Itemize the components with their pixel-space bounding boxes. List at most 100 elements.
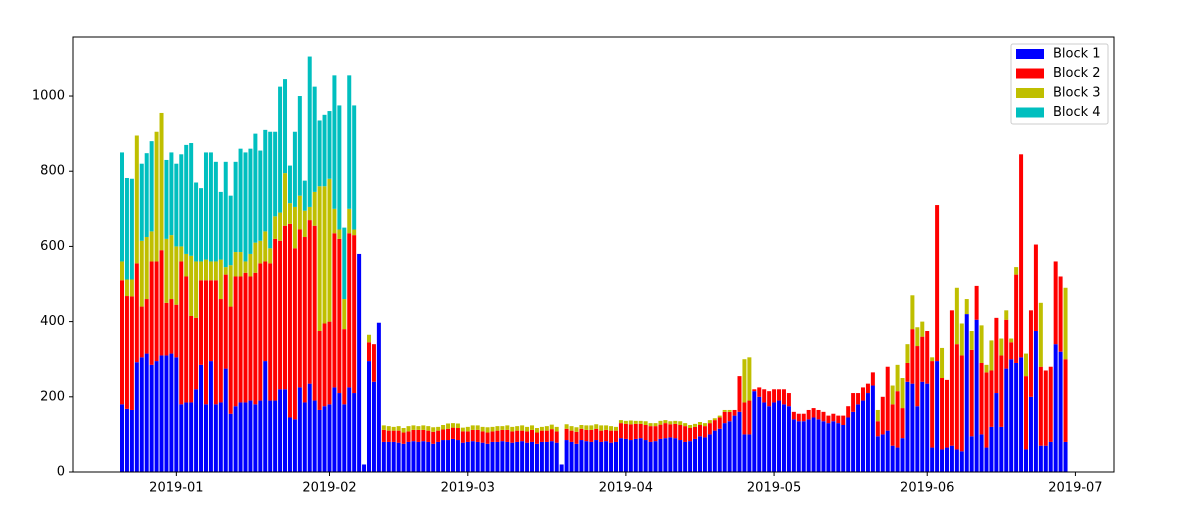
bar-segment	[747, 434, 752, 472]
bar-segment	[332, 387, 337, 472]
bar-segment	[194, 389, 199, 472]
bar-segment	[722, 423, 727, 472]
bar-segment	[327, 404, 332, 472]
bar-segment	[302, 210, 307, 238]
bar-segment	[633, 438, 638, 472]
bar-segment	[273, 216, 278, 239]
bar-segment	[717, 417, 722, 429]
bar-segment	[475, 425, 480, 430]
bar-segment	[609, 430, 614, 443]
bar-segment	[342, 299, 347, 330]
bar-segment	[594, 424, 599, 429]
bar-segment	[940, 449, 945, 472]
bar-segment	[248, 148, 253, 254]
bar-segment	[1028, 310, 1033, 397]
bar-segment	[223, 161, 228, 268]
bar-segment	[618, 423, 623, 439]
bar-segment	[890, 385, 895, 405]
bar-segment	[446, 428, 451, 441]
bar-segment	[861, 387, 865, 401]
bar-segment	[609, 442, 614, 472]
bar-segment	[124, 296, 129, 409]
bar-segment	[994, 317, 999, 394]
bar-segment	[485, 443, 490, 472]
bar-segment	[757, 387, 762, 397]
bar-segment	[218, 299, 223, 403]
bar-segment	[688, 425, 693, 429]
bar-segment	[342, 329, 347, 405]
bar-segment	[574, 427, 579, 432]
bar-segment	[930, 447, 935, 472]
bar-segment	[347, 233, 352, 388]
bar-segment	[885, 430, 890, 472]
bar-segment	[935, 361, 940, 472]
bar-segment	[490, 426, 495, 432]
bar-segment	[396, 426, 401, 431]
bar-segment	[989, 340, 994, 371]
bar-segment	[317, 409, 322, 472]
bar-segment	[910, 295, 915, 330]
bar-segment	[658, 424, 663, 439]
bar-segment	[322, 406, 327, 472]
bar-segment	[678, 421, 683, 426]
bar-segment	[890, 445, 895, 472]
bar-segment	[915, 406, 920, 472]
bar-segment	[1033, 244, 1038, 332]
bar-segment	[544, 441, 549, 472]
bar-segment	[505, 425, 510, 430]
bar-segment	[643, 421, 648, 426]
y-tick-label: 600	[40, 239, 65, 254]
x-tick-label: 2019-02	[302, 481, 356, 496]
bar-segment	[292, 206, 297, 249]
bar-segment	[979, 434, 984, 472]
bar-segment	[747, 357, 752, 401]
bar-segment	[1014, 362, 1019, 472]
bar-segment	[623, 438, 628, 472]
bar-segment	[920, 336, 925, 382]
bar-segment	[352, 229, 357, 236]
bar-segment	[614, 441, 618, 472]
bar-segment	[544, 430, 549, 442]
bar-segment	[707, 423, 712, 435]
bar-segment	[287, 165, 292, 204]
bar-segment	[213, 161, 218, 262]
bar-segment	[139, 240, 144, 307]
bar-segment	[623, 423, 628, 439]
bar-segment	[865, 393, 870, 472]
bar-segment	[767, 406, 772, 472]
bar-segment	[213, 280, 218, 405]
bar-segment	[233, 406, 238, 472]
bar-segment	[609, 426, 614, 431]
bar-segment	[1024, 353, 1029, 377]
bar-segment	[189, 315, 194, 403]
bar-segment	[539, 441, 544, 472]
bar-segment	[248, 276, 253, 401]
bar-segment	[569, 430, 574, 442]
bar-segment	[120, 404, 124, 472]
bar-segment	[811, 408, 816, 418]
bar-segment	[426, 430, 431, 442]
bar-segment	[653, 426, 658, 442]
bar-segment	[717, 415, 722, 418]
bar-segment	[1033, 331, 1038, 472]
bar-segment	[401, 432, 406, 444]
bar-segment	[994, 393, 999, 472]
bar-segment	[727, 421, 732, 472]
bar-segment	[697, 436, 702, 472]
bar-segment	[693, 438, 698, 472]
bar-segment	[841, 425, 846, 472]
bar-segment	[801, 421, 806, 472]
bar-segment	[124, 408, 129, 472]
bar-segment	[910, 329, 915, 384]
bar-segment	[223, 267, 228, 275]
bar-segment	[777, 389, 782, 401]
bar-segment	[895, 391, 900, 448]
bar-segment	[446, 440, 451, 472]
x-tick-label: 2019-03	[441, 481, 495, 496]
bar-segment	[599, 430, 604, 442]
bar-segment	[401, 428, 406, 433]
bar-segment	[510, 442, 515, 472]
bar-segment	[401, 443, 406, 472]
bar-segment	[880, 396, 885, 435]
bar-segment	[846, 406, 851, 418]
